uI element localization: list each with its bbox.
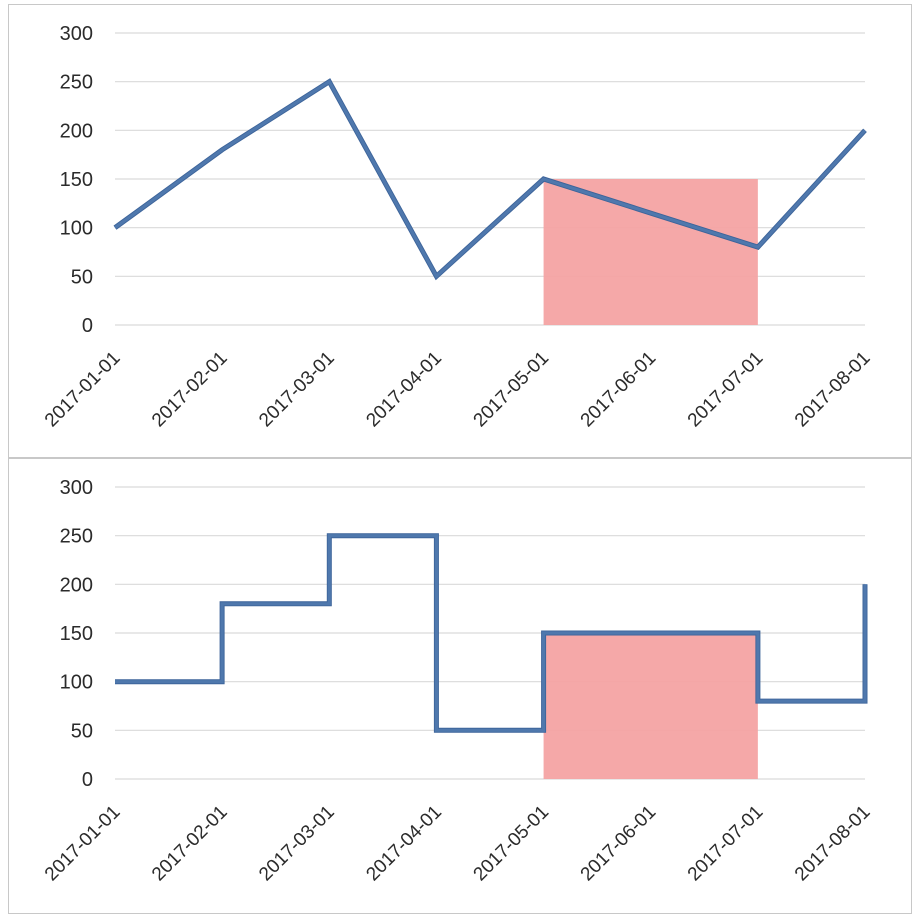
series-line	[115, 534, 867, 732]
y-tick-label: 300	[60, 23, 93, 45]
bottom-chart-panel: 0 50 100 150 200 250 300 2017-01-01 2017-02-01 20…	[8, 458, 912, 914]
x-tick-label: 2017-07-01	[684, 802, 768, 886]
x-tick-label: 2017-04-01	[362, 802, 446, 886]
line-chart: 0 50 100 150 200 250 300 2017-01-01 2017-02-01 20…	[41, 23, 875, 432]
x-tick-label: 2017-02-01	[148, 802, 232, 886]
y-tick-label: 200	[60, 574, 93, 596]
y-tick-label: 300	[60, 477, 93, 499]
y-tick-label: 250	[60, 526, 93, 548]
y-tick-label: 250	[60, 72, 93, 94]
y-tick-label: 0	[82, 315, 93, 337]
series-line	[114, 79, 867, 279]
x-tick-label: 2017-08-01	[791, 348, 875, 432]
y-tick-label: 150	[60, 169, 93, 191]
x-tick-label: 2017-07-01	[684, 348, 768, 432]
highlight-band	[543, 179, 758, 325]
x-tick-label: 2017-01-01	[41, 348, 125, 432]
x-tick-label: 2017-05-01	[470, 348, 554, 432]
top-chart-panel: 0 50 100 150 200 250 300 2017-01-01 2017-02-01 20…	[8, 4, 912, 458]
y-tick-label: 150	[60, 623, 93, 645]
x-tick-label: 2017-01-01	[41, 802, 125, 886]
highlight-band	[543, 633, 758, 779]
y-tick-label: 100	[60, 672, 93, 694]
y-tick-label: 50	[71, 720, 93, 742]
x-tick-label: 2017-02-01	[148, 348, 232, 432]
y-tick-label: 50	[71, 266, 93, 288]
step-chart: 0 50 100 150 200 250 300 2017-01-01 2017-02-01 20…	[41, 477, 875, 886]
y-tick-label: 200	[60, 120, 93, 142]
x-tick-label: 2017-04-01	[362, 348, 446, 432]
x-tick-label: 2017-05-01	[470, 802, 554, 886]
x-tick-label: 2017-06-01	[577, 348, 661, 432]
x-tick-label: 2017-03-01	[255, 348, 339, 432]
y-tick-label: 100	[60, 218, 93, 240]
x-tick-label: 2017-06-01	[577, 802, 661, 886]
y-tick-label: 0	[82, 769, 93, 791]
x-tick-label: 2017-03-01	[255, 802, 339, 886]
x-tick-label: 2017-08-01	[791, 802, 875, 886]
